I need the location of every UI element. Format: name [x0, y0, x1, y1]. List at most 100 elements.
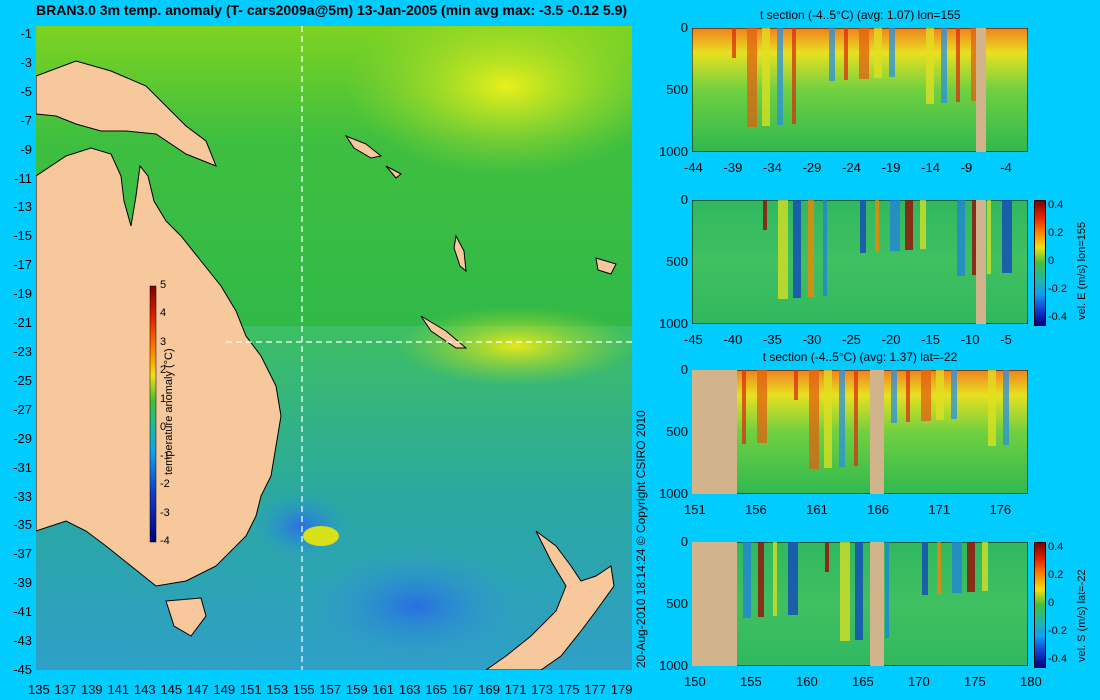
section-x-tick-label: -19 — [881, 160, 901, 175]
lat-tick-label: -25 — [13, 372, 32, 388]
section-feature — [891, 370, 897, 423]
lat-tick-label: -5 — [20, 83, 32, 99]
section-land — [692, 370, 737, 494]
lon-tick-label: 173 — [531, 682, 553, 697]
section-x-tick-label: 180 — [1020, 674, 1042, 689]
section-panel-title: t section (-4..5°C) (avg: 1.07) lon=155 — [760, 8, 961, 22]
section-x-tick-label: -9 — [960, 160, 973, 175]
fiji — [595, 257, 617, 275]
section-feature — [951, 370, 957, 419]
velocity-axis-label: vel. S (m/s) lat=-22 — [1076, 569, 1088, 662]
lat-tick-label: -3 — [20, 54, 32, 70]
lon-tick-label: 155 — [292, 682, 315, 697]
section-feature — [742, 370, 746, 444]
lon-tick-label: 139 — [80, 682, 103, 697]
map-colorbar-tick: -2 — [160, 478, 170, 491]
section-feature — [875, 200, 879, 252]
lat-tick-label: -45 — [13, 662, 32, 677]
new-caledonia — [420, 315, 468, 349]
chart-title: BRAN3.0 3m temp. anomaly (T- cars2009a@5… — [36, 2, 628, 18]
section-feature — [792, 28, 796, 124]
section-x-tick-label: -4 — [1000, 160, 1012, 175]
map-colorbar-tick: -4 — [160, 535, 170, 547]
map-colorbar-tick: 3 — [160, 335, 167, 348]
velocity-colorbar — [1034, 542, 1046, 668]
section-x-tick-label: 156 — [745, 502, 767, 517]
section-panel-title: t section (-4..5°C) (avg: 1.37) lat=-22 — [762, 350, 958, 364]
map-colorbar-tick: -3 — [160, 506, 170, 519]
section-x-tick-label: -44 — [684, 160, 703, 175]
velocity-colorbar-tick: -0.4 — [1048, 653, 1067, 665]
section-feature — [793, 200, 801, 298]
lat-tick-label: -1 — [20, 26, 32, 41]
map-colorbar — [149, 285, 157, 543]
depth-tick-label: 500 — [666, 596, 688, 611]
map-colorbar-tick: 1 — [160, 392, 167, 405]
section-land — [976, 28, 986, 152]
velocity-axis-label: vel. E (m/s) lon=155 — [1076, 221, 1088, 320]
depth-tick-label: 0 — [680, 192, 688, 207]
section-feature — [937, 542, 941, 594]
velocity-colorbar-tick: 0 — [1048, 255, 1055, 267]
lat-tick-label: -13 — [13, 199, 32, 215]
section-feature — [855, 542, 863, 640]
warm-anomaly-coral-sea — [396, 306, 632, 386]
section-feature — [967, 542, 975, 592]
section-land — [870, 370, 884, 494]
section-x-tick-label: -25 — [842, 332, 861, 347]
lon-tick-label: 141 — [107, 682, 130, 697]
section-x-tick-label: 165 — [852, 674, 874, 689]
australia-land — [36, 147, 282, 587]
section-feature — [874, 28, 882, 78]
depth-tick-label: 0 — [680, 534, 688, 549]
section-x-tick-label: 160 — [796, 674, 818, 689]
lon-tick-label: 175 — [557, 682, 580, 697]
lat-tick-label: -35 — [13, 517, 32, 533]
section-x-tick-label: 161 — [806, 502, 828, 517]
temperature-anomaly-map — [36, 26, 632, 670]
section-feature — [732, 28, 736, 58]
section-feature — [921, 370, 931, 421]
section-feature — [1003, 370, 1009, 445]
tasmania-land — [165, 597, 207, 637]
section-feature — [988, 370, 996, 446]
section-x-tick-label: 175 — [964, 674, 986, 689]
section-feature — [829, 28, 835, 81]
section-feature — [808, 200, 814, 297]
lat-tick-label: -43 — [13, 633, 32, 649]
section-feature — [825, 542, 829, 572]
section-feature — [926, 28, 934, 104]
lon-tick-label: 153 — [266, 682, 289, 697]
depth-tick-label: 500 — [666, 424, 688, 439]
section-feature — [941, 28, 947, 103]
depth-tick-label: 1000 — [659, 144, 688, 159]
section-feature — [844, 28, 848, 80]
depth-tick-label: 500 — [666, 254, 688, 269]
section-x-tick-label: 176 — [989, 502, 1012, 517]
velocity-colorbar-tick: 0.2 — [1048, 569, 1064, 581]
section-feature — [860, 200, 866, 253]
velocity-colorbar — [1034, 200, 1046, 326]
depth-tick-label: 1000 — [659, 658, 688, 673]
section-feature — [777, 28, 783, 125]
section-feature — [773, 542, 777, 616]
section-field — [692, 370, 1028, 494]
section-x-tick-label: -14 — [921, 160, 940, 175]
section-feature — [840, 542, 850, 641]
lat-tick-label: -21 — [13, 315, 32, 331]
section-x-tick-label: -24 — [842, 160, 861, 175]
section-x-tick-label: -15 — [921, 332, 940, 347]
lon-tick-label: 147 — [186, 682, 209, 697]
section-x-tick-label: 171 — [928, 502, 951, 517]
section-x-tick-label: 151 — [684, 502, 706, 517]
copyright-notice: 20-Aug-2010 18:14:24 © Copyright CSIRO 2… — [634, 410, 648, 668]
section-feature — [906, 370, 910, 422]
depth-tick-label: 500 — [666, 82, 688, 97]
section-land — [870, 542, 884, 666]
section-land — [692, 542, 737, 666]
section-feature — [794, 370, 798, 400]
section-feature — [889, 28, 895, 77]
lat-tick-label: -37 — [13, 546, 32, 562]
lon-tick-label: 165 — [425, 682, 448, 697]
section-feature — [982, 542, 988, 591]
